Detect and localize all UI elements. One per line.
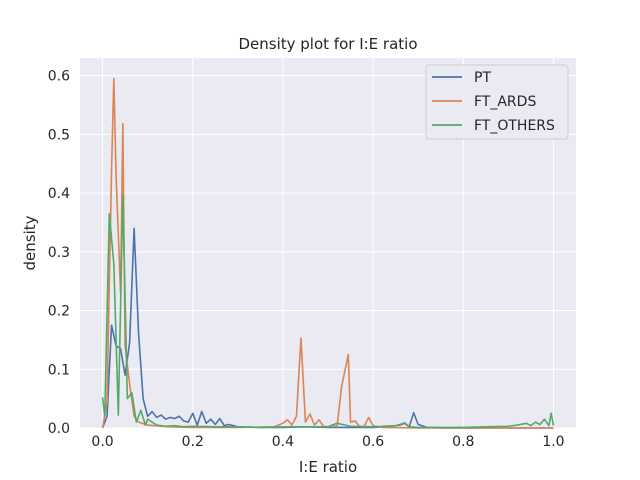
legend: PT FT_ARDS FT_OTHERS xyxy=(425,64,569,140)
y-tick-label: 0.3 xyxy=(48,245,70,261)
x-tick-label: 0.4 xyxy=(272,434,294,450)
y-tick-label: 0.1 xyxy=(48,362,70,378)
y-tick-label: 0.6 xyxy=(48,69,70,85)
x-tick-label: 0.0 xyxy=(91,434,113,450)
x-tick-label: 0.6 xyxy=(362,434,384,450)
series-line-ft-others xyxy=(101,195,555,429)
chart-title: Density plot for I:E ratio xyxy=(238,35,417,53)
x-tick-label: 1.0 xyxy=(542,434,564,450)
legend-label: FT_OTHERS xyxy=(474,118,555,134)
y-axis-ticks: 0.0 0.1 0.2 0.3 0.4 0.5 0.6 xyxy=(48,69,70,437)
x-axis-title: I:E ratio xyxy=(299,458,357,476)
x-tick-label: 0.2 xyxy=(182,434,204,450)
y-axis-title: density xyxy=(21,215,39,270)
legend-label: PT xyxy=(474,70,491,86)
y-tick-label: 0.2 xyxy=(48,304,70,320)
y-tick-label: 0.0 xyxy=(48,421,70,437)
y-tick-label: 0.5 xyxy=(48,127,70,143)
series-lines xyxy=(101,77,555,429)
x-axis-ticks: 0.0 0.2 0.4 0.6 0.8 1.0 xyxy=(91,434,564,450)
legend-box xyxy=(425,64,569,140)
legend-label: FT_ARDS xyxy=(474,94,536,110)
y-tick-label: 0.4 xyxy=(48,186,70,202)
x-tick-label: 0.8 xyxy=(452,434,474,450)
